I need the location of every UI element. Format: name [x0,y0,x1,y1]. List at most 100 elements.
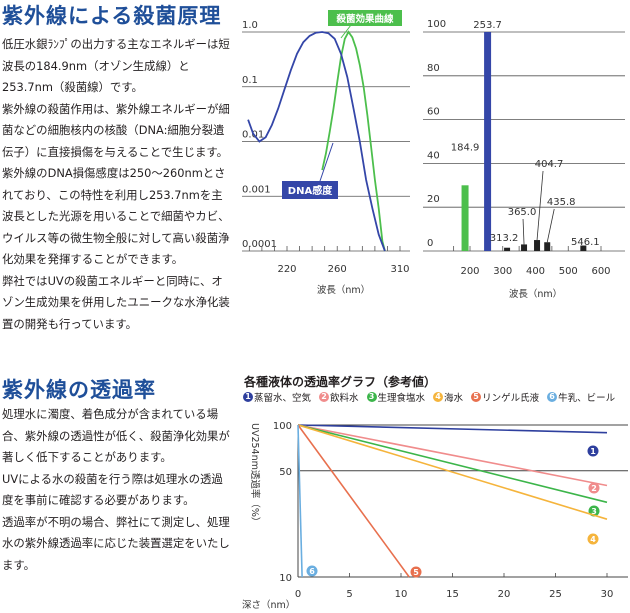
y-axis-label: UV254nm透過率（%） [249,423,261,526]
legend-number-badge: 6 [547,392,558,402]
x-tick-label: 5 [346,589,352,600]
germicidal-curve [321,30,386,252]
bar-value-label: 253.7 [473,20,502,31]
y-tick-label: 10 [279,573,292,584]
x-tick-label: 15 [446,589,459,600]
sensitivity-chart: 1.0 0.1 0.01 0.001 0.0001 220 260 310 波長（nm） 殺菌効果… [242,10,410,296]
bar-value-label: 313.2 [490,233,519,244]
x-tick-label: 400 [526,266,545,277]
spectrum-bar [580,245,587,251]
series-line [297,424,303,578]
section2-paragraph: UVによる水の殺菌を行う際は処理水の透過度を事前に確認する必要があります。 [2,471,223,508]
x-tick-label: 310 [390,264,409,275]
series-marker-number: 2 [591,484,597,493]
label-leader [340,24,352,39]
y-tick-label: 80 [427,63,440,74]
legend-number-badge: 2 [319,392,330,402]
legend-item: 1 蒸留水、空気 [243,390,311,404]
section1-paragraph: 弊社ではUVの殺菌エネルギーと同時に、オゾン生成効果を併用したユニークな水浄化装… [2,273,230,331]
spectrum-chart: 0 20 40 60 80 100 200 300 400 500 600 波長（nm） 184.9 25… [423,19,625,300]
x-tick-label: 25 [549,589,562,600]
section2-text: 処理水に濁度、着色成分が含まれている場合、紫外線の透過性が低く、殺菌浄化効果が著… [2,404,234,576]
series-marker [587,533,599,545]
y-tick-label: 1.0 [242,20,258,31]
legend-number-badge: 3 [366,392,377,402]
y-tick-label: 100 [273,421,292,432]
series-marker [410,566,422,578]
legend-item: 6 牛乳、ビール [547,390,615,404]
legend-label: リンゲル氏液 [482,393,540,404]
bar-label-leader [522,218,525,245]
series-marker-number: 5 [413,568,419,577]
germicidal-label: 殺菌効果曲線 [335,13,394,25]
x-tick-label: 10 [395,589,408,600]
bar-value-label: 435.8 [547,197,576,208]
dna-sensitivity-curve [247,31,386,252]
x-tick-label: 200 [460,266,479,277]
series-marker [587,445,599,457]
legend-number-badge: 4 [433,392,444,402]
legend-item: 2 飲料水 [319,390,359,404]
y-tick-label: 40 [427,150,440,161]
section2-paragraph: 透過率が不明の場合、弊社にて測定し、処理水の紫外線透過率に応じた装置選定をいたし… [2,514,230,572]
x-tick-label: 600 [591,266,610,277]
label-leader [319,142,334,182]
spectrum-bar [504,247,511,251]
section1-paragraph: 紫外線の殺菌作用は、紫外線エネルギーが細菌などの細胞核内の核酸（DNA:細胞分裂… [2,101,230,267]
legend-item: 5 リンゲル氏液 [471,390,539,404]
germicidal-label-box [328,10,402,26]
x-axis-label: 波長（nm） [509,288,562,300]
legend-label: 蒸留水、空気 [254,393,312,404]
series-line [297,424,608,487]
bar-value-label: 404.7 [535,159,564,170]
bar-value-label: 546.1 [571,237,600,248]
y-tick-label: 0.1 [242,75,258,86]
y-tick-label: 20 [427,194,440,205]
section2-paragraph: 処理水に濁度、着色成分が含まれている場合、紫外線の透過性が低く、殺菌浄化効果が著… [2,407,230,464]
legend-label: 飲料水 [330,393,359,404]
transmittance-chart-title: 各種液体の透過率グラフ（参考値） [244,375,437,389]
x-tick-label: 260 [328,264,347,275]
legend-number-badge: 1 [243,392,253,402]
bar-label-leader [536,170,544,241]
spectrum-bar [544,242,551,251]
x-axis-label: 波長（nm） [317,284,370,296]
y-tick-label: 50 [279,467,292,478]
y-tick-label: 0.001 [242,184,271,195]
series-marker [306,565,318,577]
spectrum-bar [484,32,492,251]
series-line [297,424,410,578]
series-marker-number: 3 [591,507,597,516]
bar-label-leader [546,208,555,243]
series-marker [588,482,600,494]
x-tick-label: 0 [295,589,301,600]
y-tick-label: 100 [427,19,446,30]
dna-label-box [282,181,338,199]
legend-number-badge: 5 [471,392,482,402]
bar-value-label: 365.0 [508,207,537,218]
x-tick-label: 500 [559,266,578,277]
section2-title: 紫外線の透過率 [2,378,156,402]
y-tick-label: 0.01 [242,130,264,141]
bar-value-label: 184.9 [451,142,480,153]
dna-label: DNA感度 [288,184,333,197]
legend-label: 生理食塩水 [377,393,426,404]
series-marker-number: 4 [590,535,596,544]
section1-title: 紫外線による殺菌原理 [2,4,222,28]
section1-text: 低圧水銀ﾗﾝﾌﾟの出力する主なエネルギーは短波長の184.9nm（オゾン生成線）… [2,34,234,335]
x-tick-label: 20 [498,589,511,600]
series-line [297,424,608,434]
series-marker-number: 6 [309,567,315,576]
x-axis-label: 深さ（nm） [242,599,295,611]
spectrum-bar [461,185,469,251]
spectrum-bar [521,244,528,251]
y-tick-label: 60 [427,107,440,118]
x-tick-label: 30 [601,589,614,600]
section1-paragraph: 低圧水銀ﾗﾝﾌﾟの出力する主なエネルギーは短波長の184.9nm（オゾン生成線）… [2,37,230,94]
y-tick-label: 0 [427,238,433,249]
series-line [297,424,608,520]
transmittance-legend: 1 蒸留水、空気 2 飲料水 3 生理食塩水 4 海水 5 リンゲル氏液 6 牛乳、ビール [243,390,615,404]
x-tick-label: 220 [277,264,296,275]
spectrum-bar [534,240,541,251]
